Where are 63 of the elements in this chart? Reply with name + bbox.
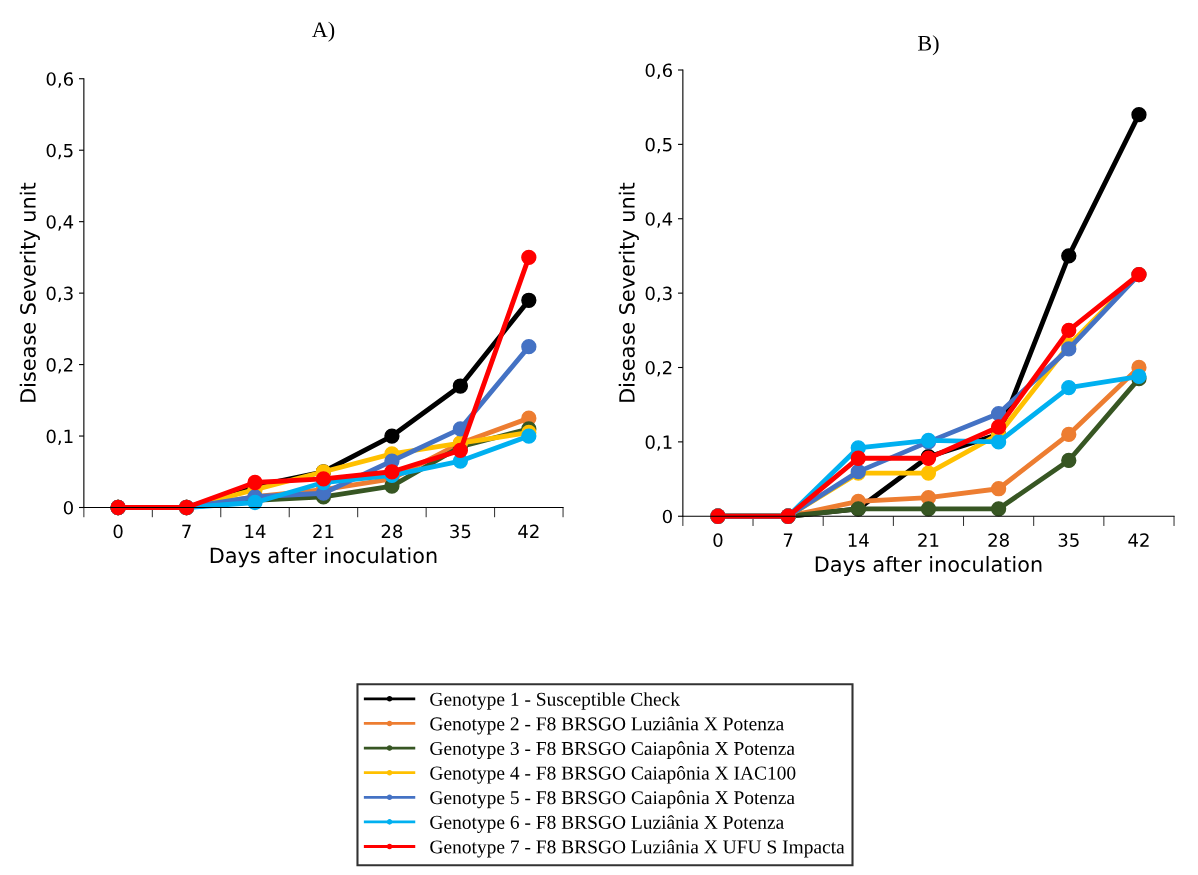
- x-axis-title: Days after inoculation: [815, 555, 1042, 577]
- x-tick-label: 0: [713, 533, 723, 547]
- chart-title: A): [311, 21, 335, 42]
- point: [920, 465, 937, 481]
- point: [247, 474, 263, 491]
- legend-label: Genotype 5 - F8 BRSGO Caiapônia X Potenza: [430, 790, 795, 809]
- x-tick-label: 7: [182, 524, 191, 538]
- legend-label: Genotype 4 - F8 BRSGO Caiapônia X IAC100: [430, 765, 796, 784]
- y-tick-label: 0,3: [645, 286, 672, 303]
- y-tick-label: 0,2: [46, 358, 73, 374]
- point: [384, 428, 400, 444]
- legend-label: Genotype 2 - F8 BRSGO Luziânia X Potenza: [430, 716, 784, 735]
- legend-label: Genotype 6 - F8 BRSGO Luziânia X Potenza: [430, 815, 784, 833]
- x-tick-label: 35: [450, 524, 471, 539]
- point: [521, 428, 537, 444]
- y-axis-title: Disease Severity unit: [19, 182, 40, 402]
- point: [850, 450, 866, 466]
- point: [1061, 379, 1077, 396]
- x-tick-label: 14: [848, 533, 869, 547]
- y-tick-label: 0: [63, 500, 73, 515]
- y-tick-label: 0,5: [645, 137, 672, 154]
- legend-label: Genotype 3 - F8 BRSGO Caiapônia X Potenza: [430, 741, 795, 760]
- point: [521, 292, 537, 308]
- x-tick-label: 21: [918, 533, 939, 547]
- legend-label: Genotype 1 - Susceptible Check: [430, 692, 680, 710]
- x-tick-label: 7: [783, 533, 793, 547]
- x-tick-label: 21: [313, 524, 334, 538]
- point: [1061, 322, 1077, 338]
- legend-label: Genotype 7 - F8 BRSGO Luziânia X UFU S Impacta: [430, 839, 845, 858]
- y-tick-label: 0,4: [46, 215, 74, 231]
- y-tick-label: 0,3: [46, 286, 73, 303]
- x-tick-label: 14: [245, 524, 266, 538]
- point: [315, 471, 332, 487]
- y-tick-label: 0,2: [645, 360, 672, 377]
- y-tick-label: 0,4: [645, 212, 673, 228]
- y-axis-title: Disease Severity unit: [618, 182, 639, 402]
- point: [920, 501, 937, 517]
- y-tick-label: 0,1: [645, 435, 672, 451]
- point: [990, 434, 1007, 450]
- point: [1061, 341, 1077, 357]
- x-tick-label: 0: [113, 524, 123, 539]
- y-tick-label: 0,6: [645, 63, 672, 79]
- point: [1131, 106, 1147, 123]
- x-tick-label: 42: [1128, 533, 1149, 547]
- point: [521, 249, 537, 266]
- y-tick-label: 0,5: [46, 143, 73, 160]
- point: [990, 501, 1007, 517]
- x-axis-title: Days after inoculation: [210, 547, 437, 568]
- x-tick-label: 42: [518, 524, 539, 538]
- y-tick-label: 0,1: [46, 429, 73, 445]
- x-tick-label: 28: [381, 524, 403, 539]
- point: [521, 339, 537, 355]
- x-tick-label: 28: [988, 533, 1009, 547]
- point: [990, 481, 1007, 497]
- y-tick-label: 0,6: [46, 72, 73, 88]
- point: [1061, 452, 1077, 469]
- point: [990, 419, 1007, 435]
- point: [1061, 426, 1077, 443]
- point: [452, 378, 469, 394]
- y-tick-label: 0: [662, 509, 672, 524]
- chart-title: B): [917, 35, 939, 56]
- x-tick-label: 35: [1058, 533, 1079, 547]
- point: [1061, 248, 1077, 264]
